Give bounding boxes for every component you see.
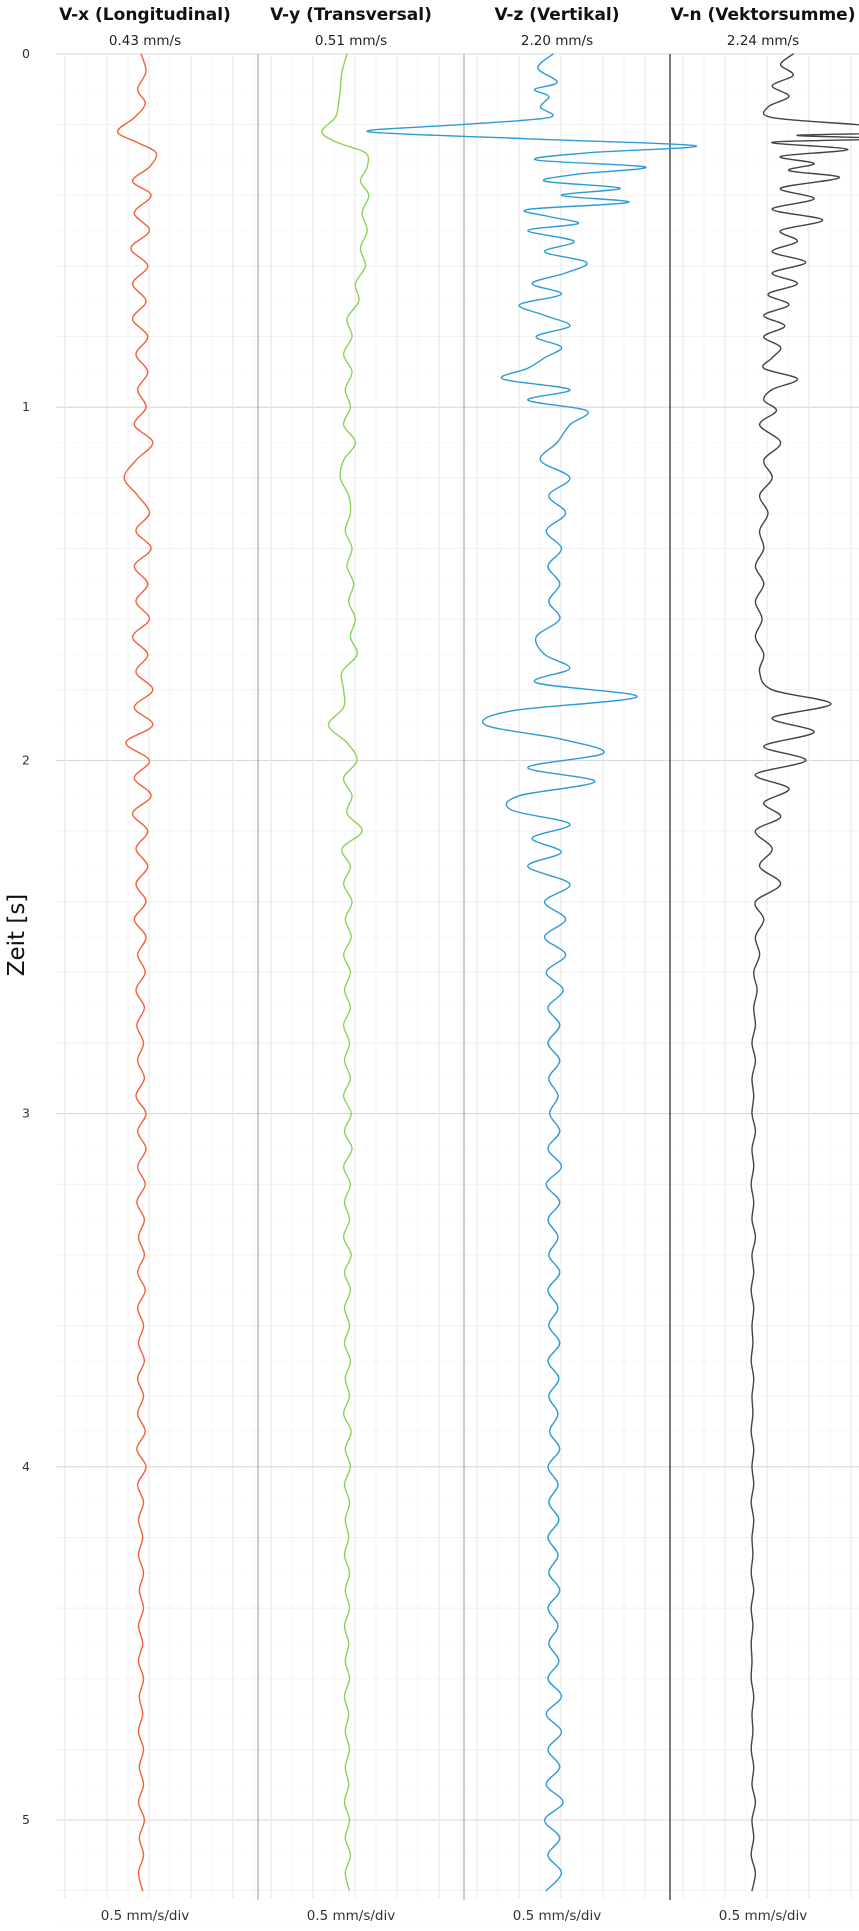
- y-tick-label: 4: [22, 1459, 30, 1474]
- panel-peak-value: 0.51 mm/s: [315, 33, 387, 49]
- series-line: [750, 53, 859, 1892]
- panel-peak-value: 2.24 mm/s: [727, 33, 799, 49]
- panel-dividers: [257, 54, 671, 1900]
- y-axis-title: Zeit [s]: [4, 894, 30, 977]
- series-line: [366, 53, 697, 1892]
- trace-layer: [116, 53, 859, 1892]
- series-line: [116, 53, 158, 1892]
- panel-title: V-y (Transversal): [270, 5, 432, 25]
- panel-title: V-x (Longitudinal): [59, 5, 231, 25]
- panel-peak-value: 0.43 mm/s: [109, 33, 181, 49]
- panel-scale-label: 0.5 mm/s/div: [719, 1908, 808, 1924]
- panel-title: V-z (Vertikal): [494, 5, 619, 25]
- y-tick-label: 5: [22, 1812, 30, 1827]
- panel-scale-label: 0.5 mm/s/div: [513, 1908, 602, 1924]
- y-tick-label: 3: [22, 1106, 30, 1121]
- panel-scale-label: 0.5 mm/s/div: [101, 1908, 190, 1924]
- y-tick-label: 2: [22, 752, 30, 767]
- panel-peak-value: 2.20 mm/s: [521, 33, 593, 49]
- panel-scale-label: 0.5 mm/s/div: [307, 1908, 396, 1924]
- panel-title: V-n (Vektorsumme): [671, 5, 856, 25]
- grid-layer: [56, 53, 859, 1927]
- y-tick-label: 1: [22, 399, 30, 414]
- y-tick-label: 0: [22, 46, 30, 61]
- series-line: [321, 53, 370, 1892]
- text-layer: Zeit [s] 0 1 2 3 4 5 V-x (Longitudinal) 0.43 mm…: [4, 5, 855, 1924]
